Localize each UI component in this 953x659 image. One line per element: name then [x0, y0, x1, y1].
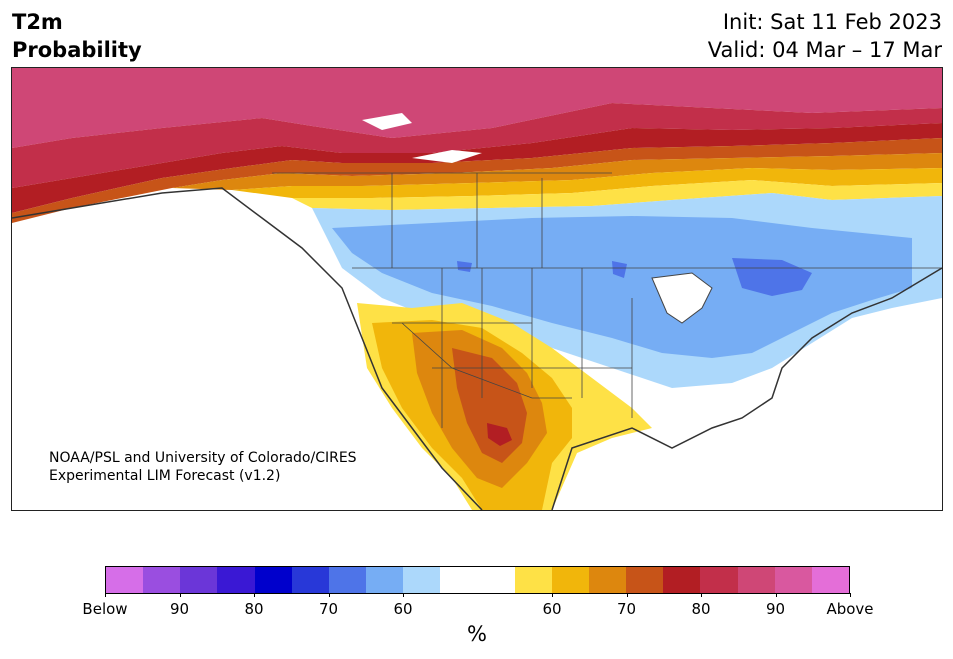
colorbar-above-swatch: [811, 567, 850, 593]
colorbar-below-swatch: [217, 567, 255, 593]
warm-sw-70: [487, 423, 512, 446]
warm-region-50: [292, 180, 942, 210]
warm-region-60: [172, 153, 942, 190]
colorbar-tick-label: 80: [244, 600, 264, 618]
colorbar-tick-label: 70: [318, 600, 339, 618]
colorbar-unit: %: [467, 622, 487, 646]
political-borders: [272, 172, 942, 428]
cold-region-65: [732, 258, 812, 296]
colorbar-above-swatch: [589, 567, 627, 593]
colorbar-below-swatch: [291, 567, 329, 593]
great-lakes: [651, 272, 713, 324]
warm-region-90: [12, 68, 942, 148]
colorbar-tick-label: 60: [542, 600, 562, 618]
warm-region-70: [12, 123, 942, 213]
colorbar-above-swatch: [737, 567, 775, 593]
colorbar-below-swatch: [366, 567, 404, 593]
colorbar-below-swatch: [403, 567, 441, 593]
colorbar-below-swatch: [254, 567, 292, 593]
colorbar-tick: [775, 593, 777, 597]
colorbar-below-swatch: [143, 567, 181, 593]
colorbar-tick: [105, 593, 106, 597]
colorbar-below-swatch: [180, 567, 218, 593]
cold-region-65b: [457, 261, 472, 272]
coastline: [12, 187, 942, 510]
colorbar-tick: [850, 593, 851, 597]
warm-region-65: [12, 138, 942, 223]
colorbar-above-swatch: [700, 567, 738, 593]
map-title: T2m Probability: [12, 8, 142, 64]
colorbar-tick-label: Above: [826, 600, 874, 618]
colorbar-above-swatch: [774, 567, 812, 593]
colorbar-tick: [179, 593, 181, 597]
colorbar-below-swatch: [328, 567, 367, 593]
colorbar-tick-label: 90: [169, 600, 190, 618]
init-date: Init: Sat 11 Feb 2023: [722, 10, 942, 34]
colorbar-tick: [552, 593, 553, 597]
colorbar-tick: [701, 593, 702, 597]
cold-region-65c: [612, 261, 627, 278]
title-line-2: Probability: [12, 38, 142, 62]
colorbar-tick: [254, 593, 255, 597]
probability-map: [11, 67, 943, 511]
credit-line-2: Experimental LIM Forecast (v1.2): [49, 468, 281, 484]
hudson-bay-ice-2: [412, 150, 482, 163]
title-line-1: T2m: [12, 10, 63, 34]
valid-dates: Valid: 04 Mar – 17 Mar: [707, 38, 942, 62]
map-canvas: [12, 68, 942, 510]
colorbar: [105, 566, 850, 594]
colorbar-tick: [328, 593, 330, 597]
credit-text: NOAA/PSL and University of Colorado/CIRE…: [49, 449, 357, 485]
colorbar-above-swatch: [514, 567, 552, 593]
hudson-bay-ice-1: [362, 113, 412, 130]
credit-line-1: NOAA/PSL and University of Colorado/CIRE…: [49, 450, 357, 466]
colorbar-tick: [403, 593, 404, 597]
warm-region-55: [232, 168, 942, 198]
colorbar-tick-label: 60: [393, 600, 413, 618]
colorbar-neutral-swatch: [440, 567, 515, 593]
colorbar-below-swatch: [106, 567, 144, 593]
colorbar-tick-label: 70: [616, 600, 637, 618]
colorbar-above-swatch: [551, 567, 590, 593]
colorbar-tick-label: Below: [82, 600, 128, 618]
warm-region-80: [12, 103, 942, 188]
colorbar-above-swatch: [626, 567, 664, 593]
colorbar-tick-label: 90: [765, 600, 786, 618]
forecast-dates: Init: Sat 11 Feb 2023 Valid: 04 Mar – 17…: [708, 8, 942, 64]
colorbar-above-swatch: [663, 567, 701, 593]
colorbar-tick-label: 80: [691, 600, 711, 618]
colorbar-tick: [626, 593, 628, 597]
